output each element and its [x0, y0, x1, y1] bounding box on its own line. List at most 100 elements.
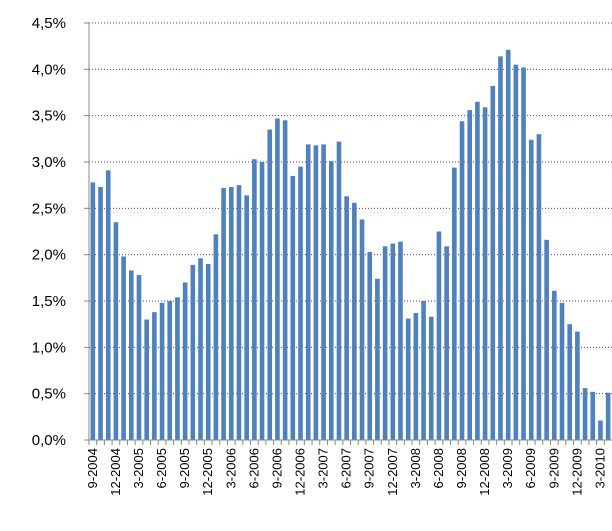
- bar: [198, 258, 203, 440]
- bar: [559, 302, 565, 440]
- bar: [444, 246, 449, 440]
- x-tick-label: 9-2004: [85, 448, 100, 488]
- bar: [336, 141, 342, 440]
- bar: [90, 182, 96, 441]
- bar: [175, 297, 180, 440]
- x-tick-label: 3-2005: [131, 448, 146, 488]
- bar: [452, 167, 457, 440]
- bar: [467, 110, 473, 441]
- bar: [398, 241, 403, 440]
- bar: [513, 64, 519, 440]
- bar: [313, 145, 319, 440]
- bar: [182, 282, 188, 440]
- bar: [536, 134, 542, 440]
- bar: [290, 175, 296, 440]
- x-tick-label: 12-2006: [293, 448, 308, 496]
- bar: [521, 67, 526, 440]
- bar: [544, 239, 549, 440]
- x-tick-label: 9-2005: [177, 448, 192, 488]
- bar: [282, 120, 288, 441]
- x-tick-label: 3-2006: [223, 448, 238, 488]
- bar: [436, 231, 442, 440]
- bar: [359, 219, 365, 440]
- bar: [367, 251, 373, 440]
- bar: [375, 278, 380, 440]
- bar: [259, 162, 265, 440]
- y-tick-label: 4,5%: [32, 15, 66, 32]
- y-tick-label: 0,0%: [32, 432, 66, 449]
- bar: [105, 170, 111, 440]
- bar: [428, 316, 434, 440]
- x-tick-label: 12-2004: [108, 448, 123, 496]
- x-tick-label: 12-2005: [200, 448, 215, 496]
- x-tick-label: 3-2009: [500, 448, 515, 488]
- y-tick-label: 3,0%: [32, 154, 66, 171]
- x-tick-label: 3-2007: [316, 448, 331, 488]
- x-tick-label: 3-2008: [408, 448, 423, 488]
- bar: [221, 187, 226, 440]
- bar: [605, 392, 611, 440]
- bar: [298, 166, 303, 440]
- bar: [113, 222, 119, 440]
- bar: [575, 331, 580, 440]
- bar: [190, 264, 196, 440]
- x-tick-label: 6-2007: [339, 448, 354, 488]
- bar: [121, 256, 126, 440]
- bar: [582, 388, 588, 440]
- bar: [128, 270, 134, 440]
- bar: [328, 161, 334, 440]
- bar: [590, 391, 596, 440]
- x-tick-label: 12-2009: [569, 448, 584, 496]
- bar: [213, 234, 219, 440]
- bar: [352, 202, 357, 440]
- bar: [244, 195, 249, 440]
- y-tick-label: 1,5%: [32, 293, 66, 310]
- bar: [421, 301, 426, 440]
- bar: [498, 56, 503, 441]
- bar: [275, 118, 280, 441]
- bar: [405, 318, 411, 440]
- x-tick-label: 9-2008: [454, 448, 469, 488]
- y-tick-label: 4,0%: [32, 61, 66, 78]
- x-tick-label: 9-2007: [362, 448, 377, 488]
- bar: [528, 139, 534, 440]
- x-tick-label: 12-2008: [477, 448, 492, 496]
- bar: [136, 275, 142, 440]
- bar: [552, 290, 557, 440]
- bar: [344, 196, 349, 440]
- x-tick-label: 12-2007: [385, 448, 400, 496]
- bar: [321, 144, 326, 441]
- bar: [390, 243, 396, 440]
- x-tick-label: 6-2006: [246, 448, 261, 488]
- bar: [382, 246, 388, 440]
- y-tick-label: 2,5%: [32, 200, 66, 217]
- bar: [459, 121, 465, 440]
- bar: [228, 187, 234, 440]
- bar: [98, 187, 103, 440]
- bar: [144, 319, 149, 440]
- bar: [505, 49, 511, 441]
- x-tick-label: 9-2009: [546, 448, 561, 488]
- bar: [252, 159, 257, 440]
- x-tick-label: 9-2006: [269, 448, 284, 488]
- bar: [490, 86, 496, 440]
- bar: [475, 101, 480, 441]
- bar: [159, 302, 165, 440]
- x-tick-label: 3-2010: [592, 448, 607, 488]
- x-tick-label: 6-2009: [523, 448, 538, 488]
- y-tick-label: 3,5%: [32, 108, 66, 125]
- bar: [305, 144, 311, 441]
- x-tick-label: 6-2008: [431, 448, 446, 488]
- bar: [413, 313, 419, 440]
- bar: [598, 420, 603, 440]
- bar: [236, 185, 242, 440]
- y-tick-label: 0,5%: [32, 386, 66, 403]
- bar: [152, 312, 157, 440]
- bar: [567, 324, 573, 440]
- bar: [482, 107, 488, 441]
- bar: [167, 301, 173, 440]
- y-tick-label: 2,0%: [32, 247, 66, 264]
- x-tick-label: 6-2005: [154, 448, 169, 488]
- bar: [205, 263, 211, 440]
